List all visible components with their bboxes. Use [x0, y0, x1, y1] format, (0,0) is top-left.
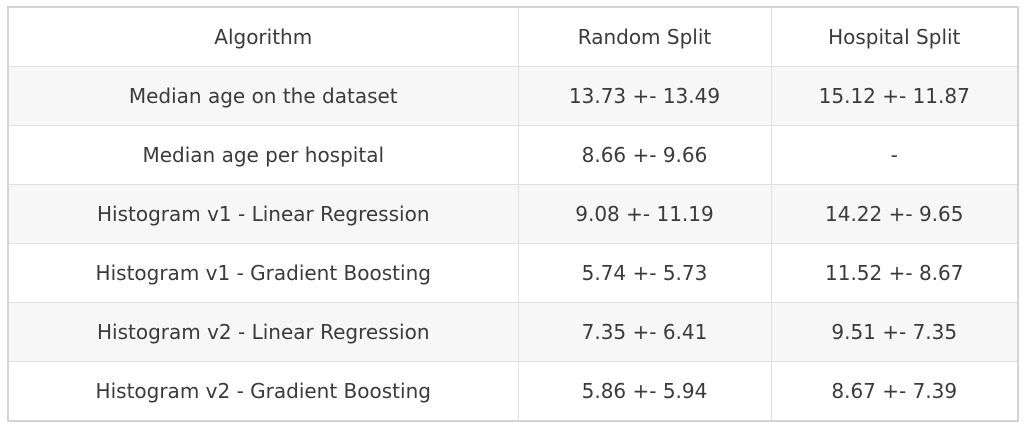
table-row: Median age per hospital 8.66 +- 9.66- [7, 125, 1019, 185]
cell-hospital-split: 15.12 +- 11.87 [770, 66, 1019, 126]
column-header-algorithm: Algorithm [7, 6, 519, 67]
table-row: Histogram v2 - Gradient Boosting 5.86 +- … [7, 361, 1019, 422]
cell-algorithm: Histogram v1 - Gradient Boosting [7, 243, 519, 303]
cell-hospital-split: 11.52 +- 8.67 [770, 243, 1019, 303]
column-header-random-split: Random Split [517, 6, 772, 67]
column-header-hospital-split: Hospital Split [770, 6, 1019, 67]
table-row: Histogram v1 - Linear Regression 9.08 +- … [7, 184, 1019, 244]
table-body: Median age on the dataset 13.73 +- 13.49 1… [7, 66, 1019, 422]
cell-random-split: 5.86 +- 5.94 [517, 361, 772, 422]
table-row: Median age on the dataset 13.73 +- 13.49 1… [7, 66, 1019, 126]
cell-random-split: 7.35 +- 6.41 [517, 302, 772, 362]
table-row: Histogram v2 - Linear Regression 7.35 +- … [7, 302, 1019, 362]
results-table: Algorithm Random Split Hospital Split Me… [7, 6, 1019, 422]
cell-algorithm: Median age per hospital [7, 125, 519, 185]
table-row: Histogram v1 - Gradient Boosting 5.74 +- … [7, 243, 1019, 303]
cell-hospital-split: 8.67 +- 7.39 [770, 361, 1019, 422]
cell-random-split: 13.73 +- 13.49 [517, 66, 772, 126]
cell-algorithm: Histogram v2 - Gradient Boosting [7, 361, 519, 422]
cell-algorithm: Histogram v2 - Linear Regression [7, 302, 519, 362]
cell-hospital-split: - [770, 125, 1019, 185]
cell-hospital-split: 9.51 +- 7.35 [770, 302, 1019, 362]
cell-algorithm: Histogram v1 - Linear Regression [7, 184, 519, 244]
header-row: Algorithm Random Split Hospital Split [7, 6, 1019, 67]
cell-random-split: 9.08 +- 11.19 [517, 184, 772, 244]
cell-random-split: 8.66 +- 9.66 [517, 125, 772, 185]
cell-algorithm: Median age on the dataset [7, 66, 519, 126]
cell-hospital-split: 14.22 +- 9.65 [770, 184, 1019, 244]
cell-random-split: 5.74 +- 5.73 [517, 243, 772, 303]
